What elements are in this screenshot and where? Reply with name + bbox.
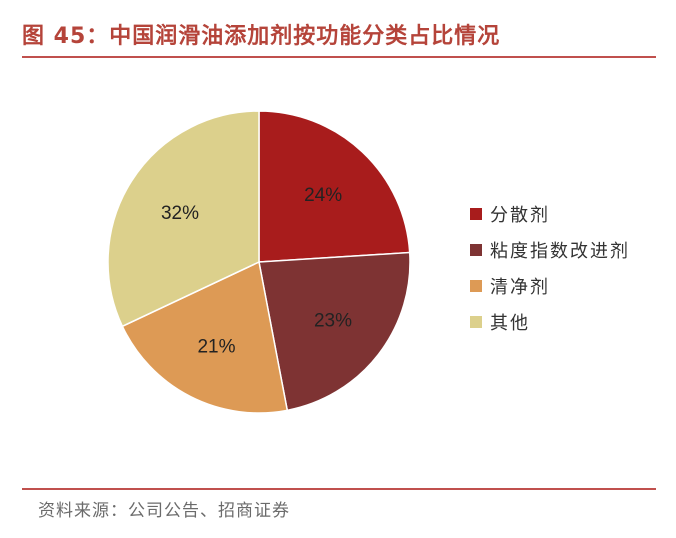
legend-swatch-detergent — [470, 280, 482, 292]
pie-slice-detergent — [121, 260, 289, 414]
pie-slice-viscosity-index-improver — [258, 251, 411, 412]
chart-legend: 分散剂 粘度指数改进剂 清净剂 其他 — [470, 196, 630, 340]
legend-item-other: 其他 — [470, 304, 630, 340]
legend-swatch-dispersant — [470, 208, 482, 220]
pie-label-viscosity-index-improver: 23% — [314, 310, 352, 331]
legend-swatch-viscosity-index-improver — [470, 244, 482, 256]
legend-label-detergent: 清净剂 — [490, 277, 550, 298]
pie-label-other: 32% — [161, 203, 199, 224]
legend-item-dispersant: 分散剂 — [470, 196, 630, 232]
figure-title: 图 45：中国润滑油添加剂按功能分类占比情况 — [22, 24, 501, 49]
source-note: 资料来源：公司公告、招商证券 — [38, 501, 290, 521]
title-divider — [22, 56, 656, 58]
legend-item-viscosity-index-improver: 粘度指数改进剂 — [470, 232, 630, 268]
legend-label-other: 其他 — [490, 313, 530, 334]
pie-labels: 24% 23% 21% 32% — [161, 185, 352, 358]
footer-divider — [22, 488, 656, 490]
legend-item-detergent: 清净剂 — [470, 268, 630, 304]
pie-slice-dispersant — [258, 110, 411, 263]
pie-slices — [107, 110, 411, 414]
legend-label-dispersant: 分散剂 — [490, 205, 550, 226]
legend-label-viscosity-index-improver: 粘度指数改进剂 — [490, 241, 630, 262]
pie-slice-other — [107, 110, 260, 328]
pie-label-dispersant: 24% — [304, 185, 342, 206]
legend-swatch-other — [470, 316, 482, 328]
pie-label-detergent: 21% — [197, 336, 235, 357]
